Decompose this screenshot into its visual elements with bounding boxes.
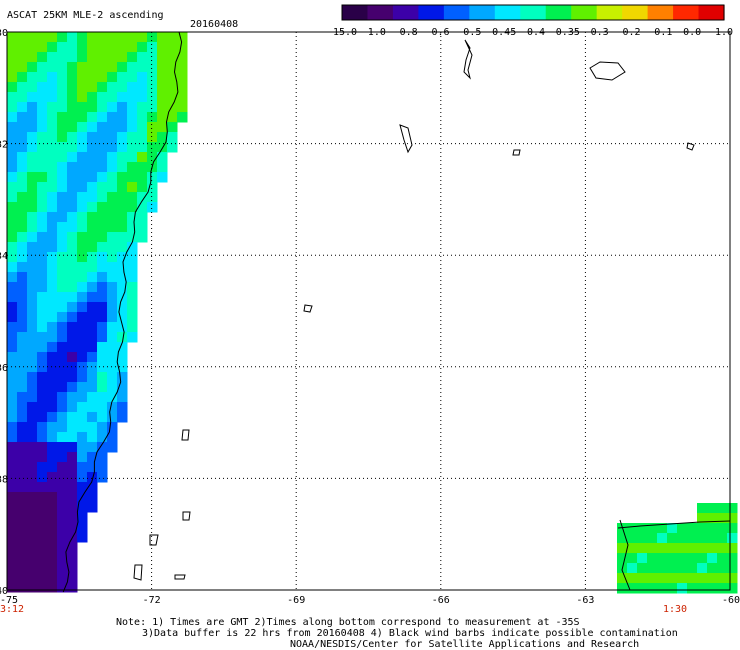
latitude-label: -34: [0, 251, 8, 262]
colorbar-swatch: [622, 5, 649, 20]
longitude-label: -75: [0, 595, 18, 606]
coast-island: [686, 142, 695, 151]
latitude-label: -40: [0, 586, 8, 597]
map-figure: -15.0 -1.0 -0.8 -0.6 -0.5 -0.45 -0.4 -0.35 -0.3-…: [0, 4, 740, 612]
colorbar-swatch: [571, 5, 598, 20]
axis-labels: -30 -32 -34 -36 -38 -40-75 -72 -69 -66 -63 -60 3:12…: [0, 28, 740, 612]
longitude-label: -63: [576, 595, 594, 606]
colorbar-swatch: [392, 5, 419, 20]
coast-island: [303, 304, 313, 313]
map-date: 20160408: [190, 19, 239, 30]
colorbar-swatch: [673, 5, 700, 20]
coast-island: [399, 124, 413, 154]
colorbar: -15.0 -1.0 -0.8 -0.6 -0.5 -0.45 -0.4 -0.35 -0.3-…: [327, 4, 733, 38]
colorbar-swatch: [469, 5, 496, 20]
colorbar-swatch: [494, 5, 521, 20]
colorbar-swatch: [647, 5, 674, 20]
coast-island: [174, 574, 186, 580]
colorbar-swatch: [698, 5, 725, 20]
colorbar-swatch: [367, 5, 394, 20]
coast-island: [512, 149, 521, 156]
coast-island: [463, 39, 473, 80]
coast-island: [181, 429, 190, 441]
lat-lon-grid: [7, 32, 730, 590]
wind-swath: [7, 32, 738, 594]
colorbar-swatch: [545, 5, 572, 20]
map-frame: [6, 31, 731, 591]
colorbar-swatch: [418, 5, 445, 20]
coast-island: [133, 564, 143, 581]
map-title: ASCAT 25KM MLE-2 ascending: [7, 10, 164, 21]
longitude-label: -72: [143, 595, 161, 606]
swath-time-label: 3:12: [0, 604, 24, 612]
latitude-label: -36: [0, 363, 8, 374]
swath-time-label: 1:30: [663, 604, 687, 612]
colorbar-swatch: [443, 5, 470, 20]
footnote-line-1: Note: 1) Times are GMT 2)Times along bot…: [116, 617, 580, 628]
footnote-line-3: NOAA/NESDIS/Center for Satellite Applica…: [290, 639, 640, 650]
latitude-label: -30: [0, 28, 8, 39]
footnote-line-2: 3)Data buffer is 22 hrs from 20160408 4)…: [142, 628, 678, 639]
longitude-label: -60: [722, 595, 740, 606]
longitude-label: -69: [287, 595, 305, 606]
coast-island: [149, 534, 159, 546]
colorbar-swatch: [596, 5, 623, 20]
longitude-label: -66: [432, 595, 450, 606]
colorbar-swatch: [342, 5, 369, 20]
latitude-label: -38: [0, 474, 8, 485]
colorbar-swatch: [520, 5, 547, 20]
coast-island: [589, 61, 626, 81]
coast-island: [182, 511, 191, 521]
coastline: [62, 31, 731, 593]
latitude-label: -32: [0, 140, 8, 151]
